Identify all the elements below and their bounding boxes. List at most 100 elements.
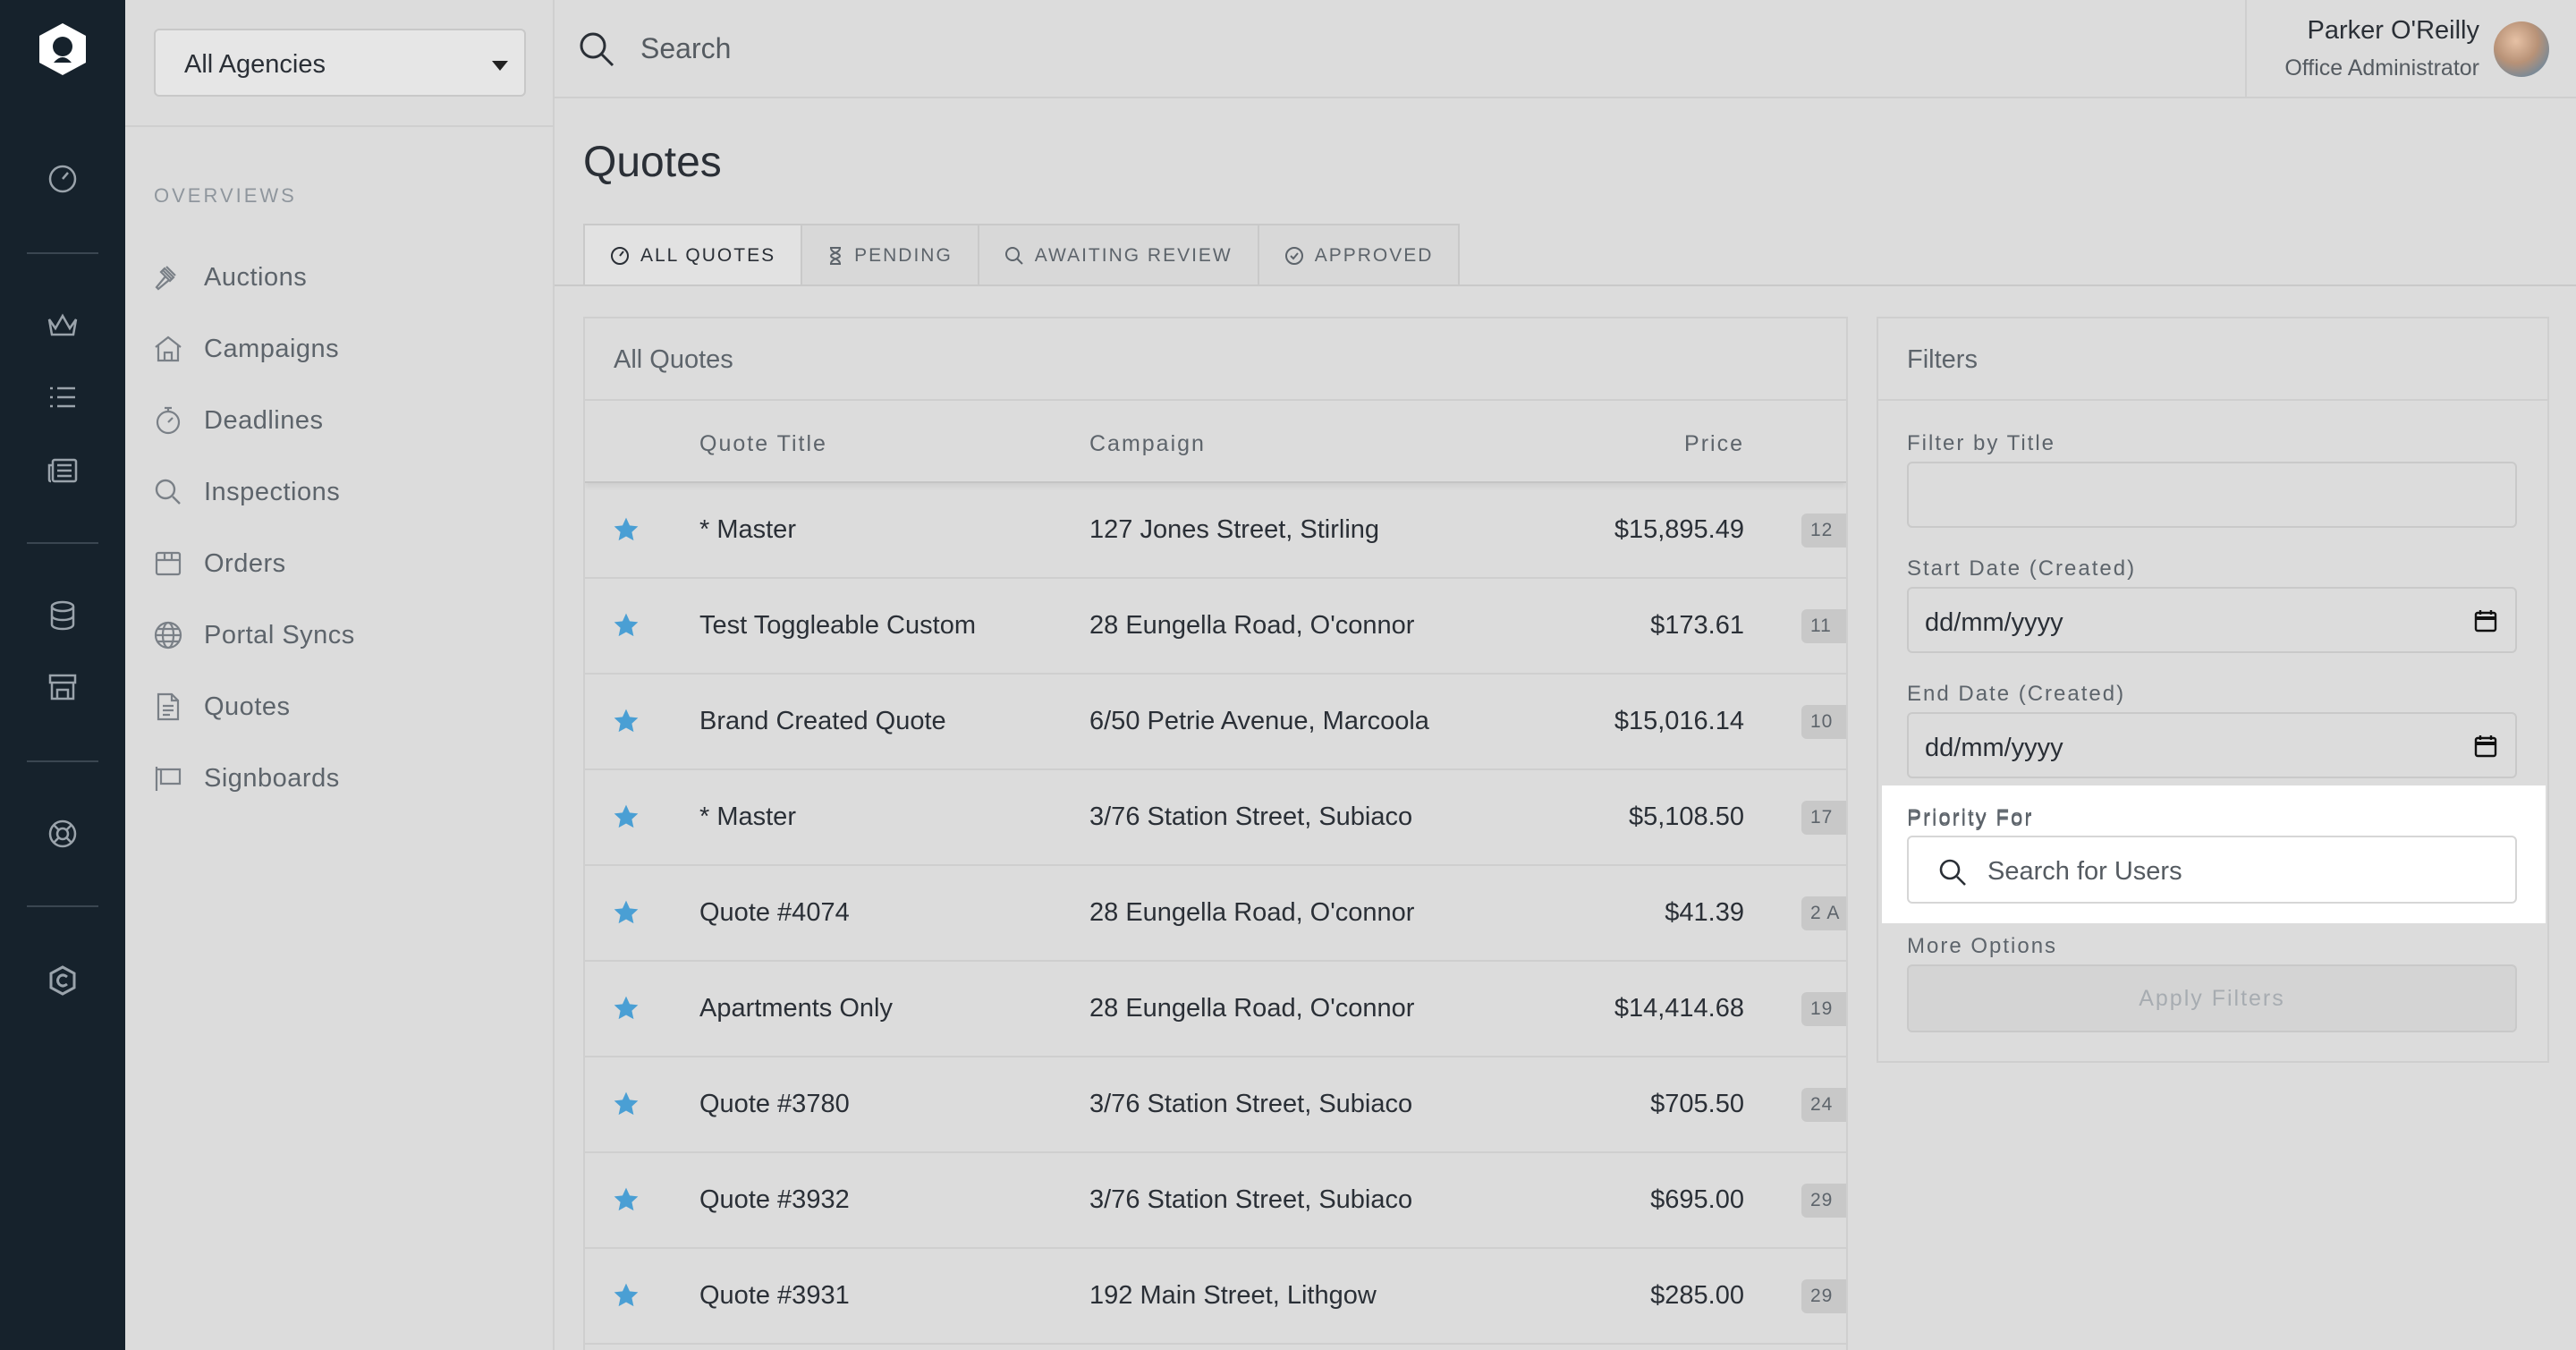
quote-price: $285.00 xyxy=(1650,1281,1744,1310)
search-icon xyxy=(578,30,615,72)
filter-by-title-input[interactable] xyxy=(1907,462,2517,528)
column-header-campaign[interactable]: Campaign xyxy=(1089,431,1206,456)
quote-title[interactable]: Brand Created Quote xyxy=(699,707,946,735)
table-row[interactable]: * Master 127 Jones Street, Stirling $15,89… xyxy=(585,483,1846,579)
start-date-input[interactable]: dd/mm/yyyy xyxy=(1907,587,2517,653)
table-row[interactable]: Apartments Only 28 Eungella Road, O'conno… xyxy=(585,962,1846,1057)
calendar-icon[interactable] xyxy=(2474,608,2497,638)
page-title: Quotes xyxy=(583,139,722,186)
crown-icon[interactable] xyxy=(45,308,80,344)
priority-for-label-highlighted: Priority For xyxy=(1907,805,2034,829)
sidebar-item-auctions[interactable]: Auctions xyxy=(152,242,355,313)
star-icon[interactable] xyxy=(612,1185,640,1218)
quote-campaign: 28 Eungella Road, O'connor xyxy=(1089,611,1415,640)
tab-label: ALL QUOTES xyxy=(640,245,776,266)
search-icon xyxy=(152,476,184,508)
star-icon[interactable] xyxy=(612,611,640,644)
table-row[interactable]: Quote #4074 28 Eungella Road, O'connor $41… xyxy=(585,866,1846,962)
star-icon[interactable] xyxy=(612,1090,640,1123)
table-row[interactable]: * Master 3/76 Station Street, Subiaco $5,1… xyxy=(585,770,1846,866)
quote-badge: 2 A xyxy=(1801,896,1846,930)
newspaper-icon[interactable] xyxy=(45,453,80,488)
avatar[interactable] xyxy=(2494,21,2549,77)
signboard-icon xyxy=(152,762,184,794)
sidebar-item-quotes[interactable]: Quotes xyxy=(152,671,355,743)
star-icon[interactable] xyxy=(612,707,640,740)
user-search-field[interactable] xyxy=(1907,836,2517,904)
sidebar-nav: Auctions Campaigns Deadlines Inspections… xyxy=(152,242,355,814)
tab-approved[interactable]: APPROVED xyxy=(1257,224,1461,286)
brand-icon[interactable] xyxy=(45,963,80,998)
quote-title[interactable]: Test Toggleable Custom xyxy=(699,611,976,640)
user-menu[interactable]: Parker O'Reilly Office Administrator xyxy=(2245,0,2576,98)
priority-for-label: Priority For xyxy=(1907,807,2034,831)
table-row[interactable]: Brand Created Quote 6/50 Petrie Avenue, M… xyxy=(585,675,1846,770)
quote-badge: 17 xyxy=(1801,801,1846,835)
sidebar-divider xyxy=(125,125,555,127)
quote-campaign: 3/76 Station Street, Subiaco xyxy=(1089,1185,1413,1214)
dashboard-icon[interactable] xyxy=(45,161,80,197)
quote-title[interactable]: * Master xyxy=(699,515,796,544)
sidebar-item-signboards[interactable]: Signboards xyxy=(152,743,355,814)
sidebar-item-portal-syncs[interactable]: Portal Syncs xyxy=(152,599,355,671)
table-header: Quote Title Campaign Price xyxy=(585,401,1846,483)
quote-badge: 24 xyxy=(1801,1088,1846,1122)
quote-price: $695.00 xyxy=(1650,1185,1744,1214)
star-icon[interactable] xyxy=(612,515,640,548)
tab-all-quotes[interactable]: ALL QUOTES xyxy=(583,224,803,286)
apply-filters-button[interactable]: Apply Filters xyxy=(1907,964,2517,1032)
end-date-value: dd/mm/yyyy xyxy=(1925,734,2063,762)
sidebar-item-deadlines[interactable]: Deadlines xyxy=(152,385,355,456)
dashboard-icon xyxy=(610,246,630,266)
tab-awaiting-review[interactable]: AWAITING REVIEW xyxy=(977,224,1259,286)
sidebar-item-orders[interactable]: Orders xyxy=(152,528,355,599)
rail-divider xyxy=(27,542,98,544)
tab-pending[interactable]: PENDING xyxy=(801,224,979,286)
quote-price: $5,108.50 xyxy=(1628,802,1744,831)
global-search-input[interactable] xyxy=(640,23,1714,73)
column-header-title[interactable]: Quote Title xyxy=(699,431,827,456)
quote-campaign: 28 Eungella Road, O'connor xyxy=(1089,994,1415,1023)
list-icon[interactable] xyxy=(45,379,80,415)
table-row[interactable]: Quote #3932 3/76 Station Street, Subiaco $… xyxy=(585,1153,1846,1249)
quote-title[interactable]: Apartments Only xyxy=(699,994,893,1023)
quote-title[interactable]: Quote #4074 xyxy=(699,898,850,927)
store-icon[interactable] xyxy=(45,669,80,705)
end-date-input[interactable]: dd/mm/yyyy xyxy=(1907,712,2517,778)
column-header-price[interactable]: Price xyxy=(1684,431,1744,456)
table-row[interactable]: Test Toggleable Custom 28 Eungella Road, … xyxy=(585,579,1846,675)
calendar-icon[interactable] xyxy=(2474,734,2497,763)
quote-title[interactable]: Quote #3931 xyxy=(699,1281,850,1310)
star-icon[interactable] xyxy=(612,994,640,1027)
database-icon[interactable] xyxy=(45,598,80,633)
sidebar-item-label: Inspections xyxy=(204,477,341,506)
icon-rail xyxy=(0,0,125,1350)
support-icon[interactable] xyxy=(45,816,80,852)
table-body: * Master 127 Jones Street, Stirling $15,89… xyxy=(585,483,1846,1345)
sidebar-item-inspections[interactable]: Inspections xyxy=(152,456,355,528)
sidebar-item-campaigns[interactable]: Campaigns xyxy=(152,313,355,385)
quote-campaign: 3/76 Station Street, Subiaco xyxy=(1089,1090,1413,1118)
star-icon[interactable] xyxy=(612,1281,640,1314)
filter-by-title-label: Filter by Title xyxy=(1907,431,2056,455)
more-options-label[interactable]: More Options xyxy=(1907,934,2058,958)
quote-price: $705.50 xyxy=(1650,1090,1744,1118)
stopwatch-icon xyxy=(152,404,184,437)
star-icon[interactable] xyxy=(612,898,640,931)
table-row[interactable]: Quote #3780 3/76 Station Street, Subiaco $… xyxy=(585,1057,1846,1153)
agency-select[interactable]: All Agencies xyxy=(154,29,526,97)
quote-campaign: 127 Jones Street, Stirling xyxy=(1089,515,1380,544)
user-search-input[interactable] xyxy=(1987,852,2488,891)
star-icon[interactable] xyxy=(612,802,640,836)
quote-title[interactable]: Quote #3780 xyxy=(699,1090,850,1118)
quote-title[interactable]: Quote #3932 xyxy=(699,1185,850,1214)
sidebar-item-label: Quotes xyxy=(204,692,291,721)
quotes-panel: All Quotes Quote Title Campaign Price * … xyxy=(583,317,1848,1350)
tab-label: APPROVED xyxy=(1314,245,1434,266)
logo-icon[interactable] xyxy=(36,21,89,79)
start-date-label: Start Date (Created) xyxy=(1907,556,2137,581)
quote-title[interactable]: * Master xyxy=(699,802,796,831)
quote-price: $173.61 xyxy=(1650,611,1744,640)
table-row[interactable]: Quote #3931 192 Main Street, Lithgow $285.… xyxy=(585,1249,1846,1345)
quote-badge: 29 xyxy=(1801,1184,1846,1218)
